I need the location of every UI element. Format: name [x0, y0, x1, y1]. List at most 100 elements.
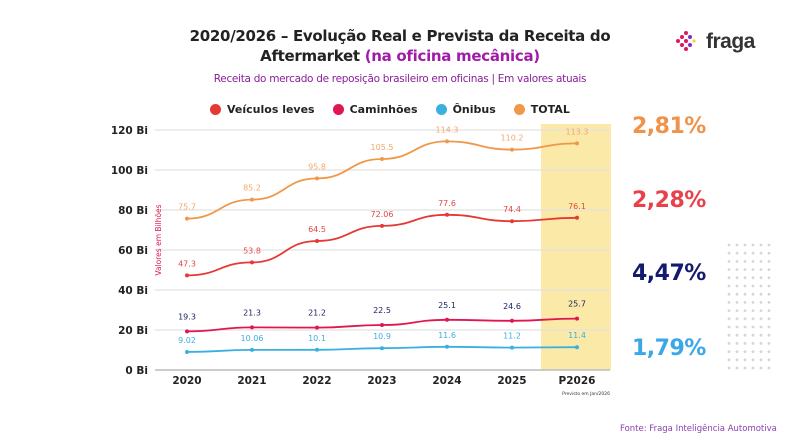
data-label: 77.6: [438, 199, 456, 208]
decorative-dot: [735, 276, 739, 280]
data-label: 21.2: [308, 309, 326, 318]
decorative-dot: [743, 317, 747, 321]
decorative-dot: [759, 366, 763, 370]
decorative-dot: [767, 284, 771, 288]
decorative-dot: [759, 358, 763, 362]
decorative-dot: [735, 301, 739, 304]
data-point: [380, 223, 384, 228]
data-point: [380, 323, 384, 327]
decorative-dot: [759, 325, 763, 329]
chart-subtitle: Receita do mercado de reposição brasilei…: [213, 73, 587, 85]
x-tick-label: 2024: [432, 375, 461, 387]
data-label: 76.1: [568, 202, 586, 211]
decorative-dot: [727, 243, 731, 247]
data-label: 11.4: [568, 331, 586, 340]
data-point: [445, 317, 449, 322]
data-label: 11.6: [438, 331, 456, 340]
data-point: [315, 325, 319, 330]
data-point: [445, 344, 449, 349]
data-label: 25.1: [438, 301, 456, 310]
decorative-dot: [751, 243, 755, 247]
decorative-dot: [727, 366, 731, 370]
data-point: [185, 329, 189, 334]
legend-item: TOTAL: [513, 103, 570, 116]
legend-item: Veículos leves: [210, 103, 315, 116]
legend-label: TOTAL: [530, 103, 570, 116]
data-point: [575, 345, 579, 350]
decorative-dot: [759, 284, 763, 288]
decorative-dot: [735, 325, 739, 329]
decorative-dot: [735, 243, 739, 247]
growth-rate-buses: 1,79%: [632, 336, 706, 361]
x-tick-label: 2022: [302, 375, 331, 387]
decorative-dot: [751, 325, 755, 329]
decorative-dot: [767, 317, 771, 321]
y-tick-label: 120 Bi: [111, 125, 148, 137]
source-note: Fonte: Fraga Inteligência Automotiva: [620, 424, 777, 434]
decorative-dot: [759, 350, 763, 353]
decorative-dot: [735, 317, 739, 321]
y-tick-label: 40 Bi: [118, 285, 148, 297]
data-label: 11.2: [503, 332, 521, 341]
y-tick-label: 80 Bi: [118, 205, 148, 217]
data-point: [250, 347, 254, 352]
data-label: 64.5: [308, 225, 326, 234]
data-label: 22.5: [373, 306, 391, 315]
legend-label: Ônibus: [452, 103, 496, 116]
legend-label: Caminhões: [349, 103, 418, 116]
decorative-dot: [751, 358, 755, 362]
data-label: 21.3: [243, 308, 261, 317]
data-label: 75.7: [178, 203, 196, 212]
data-point: [315, 239, 319, 243]
decorative-dot: [727, 358, 731, 362]
data-point: [445, 139, 449, 144]
decorative-dot: [727, 268, 731, 271]
data-point: [575, 141, 579, 146]
decorative-dot: [759, 292, 763, 296]
decorative-dot: [751, 317, 755, 321]
data-point: [185, 349, 189, 354]
decorative-dot: [735, 342, 739, 345]
data-label: 72.06: [371, 210, 394, 219]
legend-dot: [513, 104, 525, 115]
data-label: 105.5: [371, 143, 394, 152]
decorative-dot: [743, 284, 747, 288]
data-label: 53.8: [243, 246, 261, 255]
decorative-dot: [751, 284, 755, 288]
decorative-dot: [743, 251, 747, 255]
decorative-dot: [735, 366, 739, 370]
y-tick-label: 0 Bi: [125, 365, 148, 377]
decorative-dot: [727, 309, 731, 312]
data-point: [510, 318, 514, 323]
decorative-dot: [751, 342, 755, 345]
decorative-dot: [767, 333, 771, 337]
fraga-logo-icon: [676, 31, 696, 51]
decorative-dot: [759, 276, 763, 280]
data-point: [380, 157, 384, 161]
decorative-dot: [743, 358, 747, 362]
data-label: 25.7: [568, 300, 586, 309]
decorative-dot: [735, 284, 739, 288]
decorative-dot: [743, 366, 747, 370]
decorative-dot: [743, 276, 747, 280]
decorative-dot: [743, 309, 747, 312]
growth-rate-light-vehicles: 2,28%: [632, 188, 706, 213]
decorative-dot: [735, 333, 739, 337]
decorative-dot: [759, 260, 763, 263]
title-highlight: (na oficina mecânica): [364, 47, 540, 65]
data-point: [250, 197, 254, 202]
decorative-dot: [751, 268, 755, 271]
y-tick-label: 20 Bi: [118, 325, 148, 337]
decorative-dot: [743, 350, 747, 353]
logo-text: fraga: [706, 30, 755, 53]
data-label: 10.1: [308, 334, 326, 343]
legend-item: Caminhões: [332, 103, 418, 116]
decorative-dot: [767, 276, 771, 280]
data-point: [315, 176, 319, 181]
legend-item: Ônibus: [435, 103, 496, 116]
data-label: 85.2: [243, 184, 261, 193]
decorative-dot: [735, 251, 739, 255]
decorative-dot: [759, 309, 763, 312]
data-point: [315, 347, 319, 352]
